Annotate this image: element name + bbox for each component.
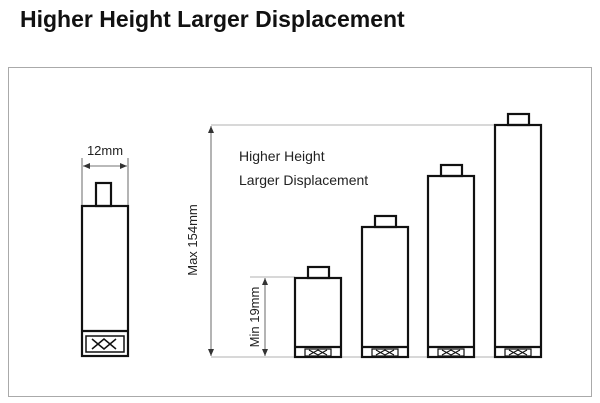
page-title: Higher Height Larger Displacement bbox=[20, 6, 405, 32]
cylinder-4 bbox=[493, 112, 543, 359]
caption-line-2: Larger Displacement bbox=[239, 172, 368, 188]
cylinder-2 bbox=[360, 214, 410, 359]
cylinder-3 bbox=[426, 163, 476, 359]
width-dimension bbox=[81, 158, 129, 205]
cylinder-1 bbox=[293, 265, 343, 359]
min-height-label: Min 19mm bbox=[247, 287, 262, 348]
max-height-label: Max 154mm bbox=[185, 204, 200, 276]
caption-line-1: Higher Height bbox=[239, 148, 325, 164]
width-label: 12mm bbox=[87, 143, 123, 158]
diagram-frame bbox=[8, 67, 592, 397]
single-cylinder bbox=[80, 181, 130, 358]
